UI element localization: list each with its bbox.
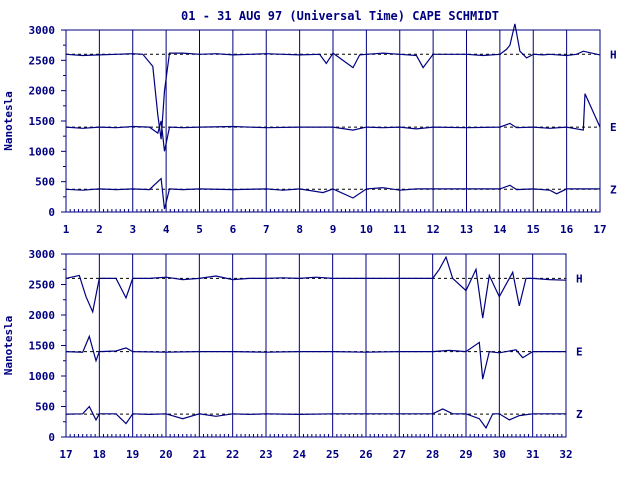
x-tick-label: 7 (263, 223, 270, 236)
series-label-z: Z (576, 408, 583, 421)
x-tick-label: 1 (63, 223, 70, 236)
x-tick-label: 29 (459, 448, 472, 461)
y-tick-label: 500 (35, 176, 55, 189)
x-tick-label: 9 (330, 223, 337, 236)
series-label-h: H (610, 48, 617, 61)
series-line-h (65, 255, 567, 319)
x-tick-label: 10 (360, 223, 373, 236)
y-axis-label: Nanotesla (2, 316, 15, 376)
x-tick-label: 27 (393, 448, 406, 461)
y-axis-label: Nanotesla (2, 91, 15, 151)
x-tick-label: 24 (293, 448, 307, 461)
series-line-e (65, 334, 566, 380)
bottom-panel: 17 18 19 20 21 22 23 24 25 26 27 28 29 30 31 32 0 500 1000… (2, 248, 583, 461)
x-tick-label: 3 (129, 223, 136, 236)
x-tick-label: 6 (230, 223, 237, 236)
x-tick-label: 19 (126, 448, 139, 461)
x-tick-label: 2 (96, 223, 103, 236)
y-tick-label: 0 (48, 431, 55, 444)
x-tick-label: 18 (93, 448, 106, 461)
x-tick-label: 30 (493, 448, 506, 461)
y-tick-label: 500 (35, 401, 55, 414)
y-tick-label: 1000 (29, 145, 56, 158)
series-label-h: H (576, 272, 583, 285)
y-tick-label: 1500 (29, 115, 56, 128)
x-tick-label: 31 (526, 448, 540, 461)
y-tick-label: 0 (48, 206, 55, 219)
y-tick-label: 3000 (29, 24, 56, 37)
y-tick-label: 3000 (29, 248, 56, 261)
x-tick-label: 14 (493, 223, 507, 236)
chart-title: 01 - 31 AUG 97 (Universal Time) CAPE SCH… (181, 9, 499, 23)
y-tick-label: 1000 (29, 370, 56, 383)
series-label-e: E (610, 121, 617, 134)
top-panel: 1 2 3 4 5 6 7 8 9 10 11 12 13 14 15 16 17050010001500200… (2, 23, 617, 236)
x-tick-label: 5 (196, 223, 203, 236)
y-tick-label: 1500 (29, 340, 56, 353)
series-line-z (65, 405, 566, 430)
x-tick-label: 17 (59, 448, 72, 461)
series-label-e: E (576, 346, 583, 359)
series-label-z: Z (610, 183, 617, 196)
x-tick-label: 17 (593, 223, 606, 236)
x-tick-label: 12 (427, 223, 440, 236)
x-tick-label: 8 (296, 223, 303, 236)
x-tick-label: 28 (426, 448, 439, 461)
y-tick-label: 2000 (29, 85, 56, 98)
x-tick-label: 15 (527, 223, 540, 236)
x-tick-label: 23 (259, 448, 272, 461)
x-tick-label: 4 (163, 223, 170, 236)
x-tick-label: 26 (359, 448, 373, 461)
y-tick-label: 2500 (29, 279, 56, 292)
series-line-e (65, 93, 601, 152)
x-tick-label: 13 (460, 223, 473, 236)
x-tick-label: 32 (559, 448, 572, 461)
x-tick-label: 11 (393, 223, 407, 236)
plot-frame (65, 253, 567, 438)
y-tick-label: 2000 (29, 309, 56, 322)
series-line-z (65, 177, 600, 210)
x-tick-label: 25 (326, 448, 339, 461)
x-tick-label: 16 (560, 223, 574, 236)
x-tick-label: 20 (159, 448, 172, 461)
x-tick-label: 22 (226, 448, 239, 461)
y-tick-label: 2500 (29, 54, 56, 67)
x-tick-label: 21 (193, 448, 207, 461)
